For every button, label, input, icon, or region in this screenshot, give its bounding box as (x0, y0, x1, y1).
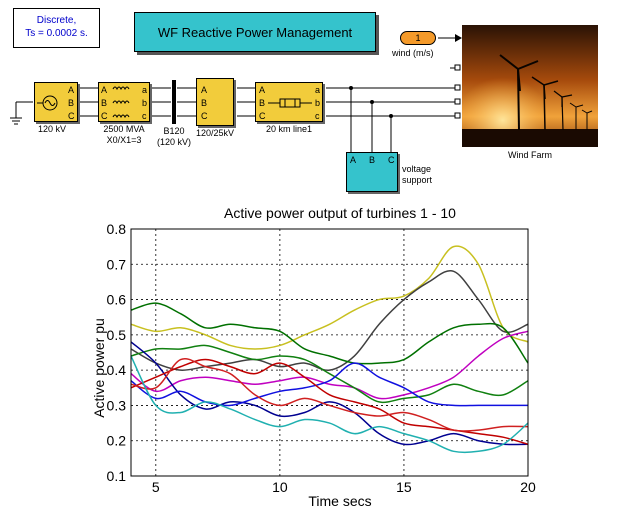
transformer-port-c: C (201, 111, 208, 121)
y-axis-label: Active power pu (91, 318, 107, 418)
y-tick-label: 0.8 (107, 221, 127, 237)
title-block-label: WF Reactive Power Management (157, 24, 353, 40)
y-tick-label: 0.5 (107, 327, 127, 343)
voltage-support-label: voltage support (402, 164, 432, 186)
grid-label: 2500 MVA X0/X1=3 (98, 124, 150, 146)
series-line-turbine-4 (130, 330, 529, 400)
active-power-chart: Active power output of turbines 1 - 10 T… (91, 205, 536, 509)
series-line-turbine-10 (130, 355, 529, 454)
x-tick-label: 15 (396, 479, 412, 495)
pi-line-icon (268, 98, 312, 108)
wind-farm-ports (454, 64, 461, 119)
x-tick-label: 10 (272, 479, 288, 495)
wf-reactive-power-management-block[interactable]: WF Reactive Power Management (134, 12, 376, 52)
support-port-a: A (350, 155, 357, 165)
chart-grid (131, 228, 529, 477)
wind-farm-label: Wind Farm (507, 150, 552, 160)
chart-series (130, 245, 529, 454)
line-port-c-out: c (315, 111, 320, 121)
grid-port-a-out: a (142, 85, 148, 95)
source-port-b: B (68, 98, 75, 108)
transformer-label: 120/25kV (195, 128, 235, 138)
powergui-solver-block[interactable]: Discrete, Ts = 0.0002 s. (13, 8, 100, 48)
model-wiring (10, 34, 462, 152)
series-line-turbine-7 (130, 362, 528, 407)
support-port-b: B (369, 155, 376, 165)
series-line-turbine-3 (130, 302, 529, 365)
series-line-turbine-6 (130, 341, 529, 446)
y-tick-label: 0.1 (107, 468, 127, 484)
x-tick-label: 5 (152, 479, 160, 495)
bus-voltage: (120 kV) (156, 137, 191, 147)
grid-port-a-in: A (101, 85, 108, 95)
coil-icon (112, 86, 130, 119)
grid-port-c-in: C (101, 111, 108, 121)
series-line-turbine-2 (130, 270, 529, 371)
grid-impedance-block[interactable]: A B C a b c (98, 82, 150, 122)
wind-farm-block[interactable] (462, 25, 598, 147)
series-line-turbine-9 (130, 358, 529, 432)
line-port-b-out: b (315, 98, 321, 108)
line-port-b-in: B (259, 98, 266, 108)
ground-icon (10, 101, 33, 125)
bus-label: B120 (120 kV) (150, 126, 198, 148)
series-line-turbine-1 (130, 245, 529, 350)
transmission-line-block[interactable]: A B C a b c (255, 82, 323, 122)
grid-port-b-out: b (142, 98, 148, 108)
source-port-c: C (68, 111, 75, 121)
line-label: 20 km line1 (265, 124, 313, 134)
bus-bar[interactable] (172, 80, 176, 124)
y-tick-label: 0.2 (107, 433, 127, 449)
three-phase-source-block[interactable]: A B C (34, 82, 78, 122)
ac-source-icon (37, 95, 58, 111)
plot-frame (130, 228, 529, 477)
grid-port-c-out: c (142, 111, 147, 121)
grid-mva-label: 2500 MVA (103, 124, 145, 134)
transformer-block[interactable]: A B C (196, 78, 234, 126)
voltage-support-label-line1: voltage (402, 164, 432, 174)
chart-ticks: 5 10 15 20 0.1 0.2 0.3 0.4 0.5 0.6 0.7 0.8 (107, 221, 536, 495)
x-axis-label: Time secs (308, 493, 371, 509)
arrow-icon (455, 34, 462, 42)
support-port-c: C (388, 155, 395, 165)
voltage-support-block[interactable]: A B C (346, 152, 398, 192)
wind-farm-image (462, 25, 598, 147)
chart-title: Active power output of turbines 1 - 10 (224, 205, 456, 221)
wind-constant-value: 1 (415, 33, 421, 43)
wind-constant-label: wind (m/s) (392, 48, 434, 58)
bus-name: B120 (163, 126, 185, 136)
source-label: 120 kV (38, 124, 67, 134)
source-port-a: A (68, 85, 75, 95)
solver-sample-time: Ts = 0.0002 s. (25, 28, 88, 39)
y-tick-label: 0.7 (107, 256, 127, 272)
x-tick-label: 20 (520, 479, 536, 495)
line-port-a-out: a (315, 85, 321, 95)
wire-source-grid (80, 37, 457, 152)
y-tick-label: 0.6 (107, 292, 127, 308)
solver-mode: Discrete, (36, 15, 77, 26)
wire-dots (349, 86, 393, 118)
transformer-port-b: B (201, 98, 208, 108)
transformer-port-a: A (201, 85, 208, 95)
line-port-a-in: A (259, 85, 266, 95)
grid-ratio-label: X0/X1=3 (106, 135, 142, 145)
voltage-support-label-line2: support (402, 175, 433, 185)
y-tick-label: 0.3 (107, 397, 127, 413)
wind-speed-constant-block[interactable]: 1 (400, 31, 436, 45)
series-line-turbine-5 (130, 344, 529, 404)
grid-port-b-in: B (101, 98, 108, 108)
line-port-c-in: C (259, 111, 266, 121)
y-tick-label: 0.4 (107, 362, 127, 378)
